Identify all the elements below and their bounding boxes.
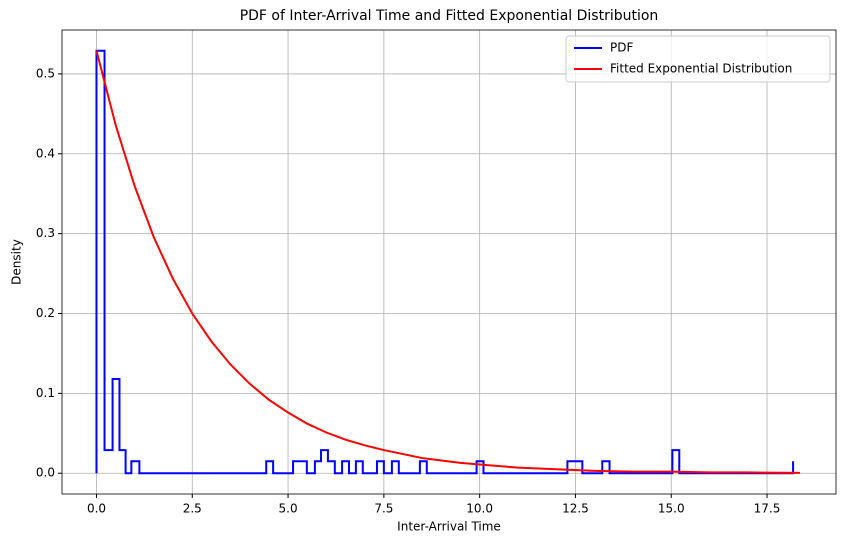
- x-tick-label: 7.5: [374, 502, 393, 516]
- plot-frame: [61, 29, 837, 495]
- y-tick-label: 0.1: [36, 386, 55, 400]
- x-tick-label: 10.0: [466, 502, 493, 516]
- x-tick-label: 12.5: [562, 502, 589, 516]
- x-tick-label: 15.0: [658, 502, 685, 516]
- x-axis-label: Inter-Arrival Time: [397, 520, 501, 534]
- x-tick-label: 0.0: [87, 502, 106, 516]
- x-tick-label: 2.5: [183, 502, 202, 516]
- y-axis-label: Density: [10, 239, 24, 285]
- x-tick-label: 5.0: [279, 502, 298, 516]
- y-tick-label: 0.3: [36, 226, 55, 240]
- chart-title: PDF of Inter-Arrival Time and Fitted Exp…: [240, 8, 659, 24]
- series-line: [95, 50, 800, 474]
- y-tick-label: 0.5: [36, 66, 55, 80]
- x-tick-label: 17.5: [754, 502, 781, 516]
- series-line: [95, 49, 795, 475]
- legend-box: [565, 35, 831, 83]
- legend-label: Fitted Exponential Distribution: [610, 62, 792, 76]
- y-tick-label: 0.4: [36, 146, 55, 160]
- y-tick-label: 0.0: [36, 466, 55, 480]
- y-tick-label: 0.2: [36, 306, 55, 320]
- legend-label: PDF: [610, 41, 633, 55]
